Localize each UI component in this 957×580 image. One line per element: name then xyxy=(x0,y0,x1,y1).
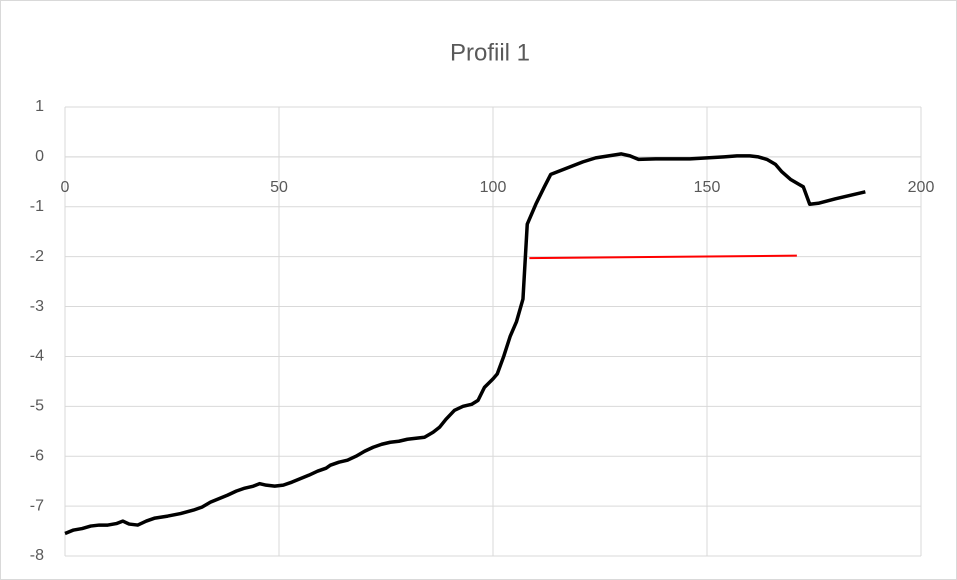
y-tick-label: -7 xyxy=(30,497,44,514)
x-tick-label: 200 xyxy=(908,179,935,196)
y-tick-label: -1 xyxy=(30,198,44,215)
chart-title: Profiil 1 xyxy=(450,39,530,66)
series-line xyxy=(529,254,797,260)
y-tick-label: 1 xyxy=(35,98,44,115)
series-line xyxy=(64,152,866,536)
x-tick-label: 100 xyxy=(480,179,507,196)
y-tick-label: -4 xyxy=(30,348,44,365)
y-tick-label: 0 xyxy=(35,148,44,165)
y-tick-label: -5 xyxy=(30,398,44,415)
x-tick-label: 0 xyxy=(61,179,70,196)
x-tick-label: 50 xyxy=(270,179,288,196)
y-tick-label: -8 xyxy=(30,547,44,564)
x-tick-label: 150 xyxy=(694,179,721,196)
y-tick-label: -3 xyxy=(30,298,44,315)
y-tick-label: -2 xyxy=(30,248,44,265)
y-tick-label: -6 xyxy=(30,447,44,464)
